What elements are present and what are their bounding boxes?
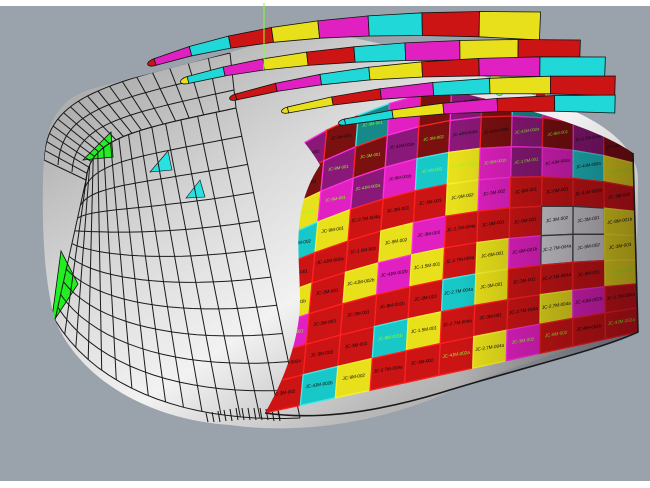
svg-text:JC-4JM-002b: JC-4JM-002b [604,116,631,125]
